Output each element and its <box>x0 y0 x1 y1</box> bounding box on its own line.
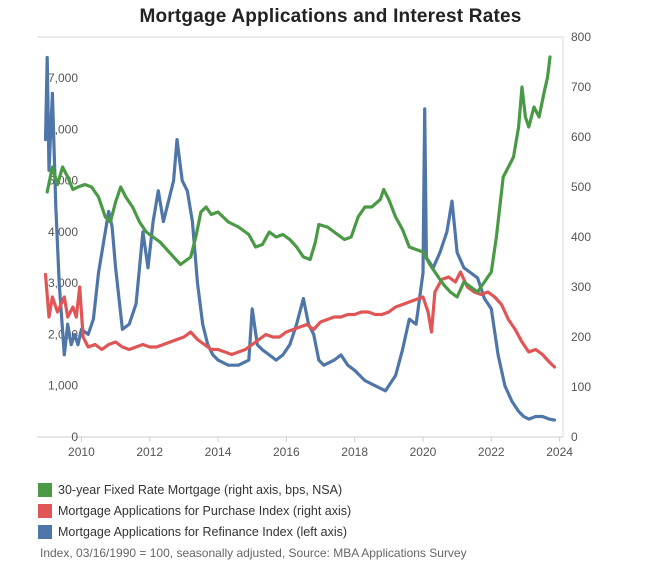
left-axis-tick-label: 7,000 <box>48 71 78 85</box>
right-axis-tick-label: 400 <box>571 230 591 244</box>
left-axis-tick-label: 4,000 <box>48 225 78 239</box>
chart-title: Mortgage Applications and Interest Rates <box>139 6 522 27</box>
right-axis-tick-label: 700 <box>571 80 591 94</box>
x-axis-tick-label: 2016 <box>273 445 300 459</box>
right-axis-tick-label: 0 <box>571 430 578 444</box>
series-line-refinance-index <box>43 55 557 422</box>
legend-label-purchase-index: Mortgage Applications for Purchase Index… <box>58 503 352 518</box>
legend: 30-year Fixed Rate Mortgage (right axis,… <box>38 480 351 543</box>
legend-label-refinance-index: Mortgage Applications for Refinance Inde… <box>58 524 348 539</box>
right-axis-tick-label: 500 <box>571 180 591 194</box>
legend-swatch-refinance-index <box>38 524 52 539</box>
x-axis-tick-label: 2012 <box>136 445 163 459</box>
x-axis-tick-label: 2014 <box>205 445 232 459</box>
x-axis-tick-label: 2010 <box>68 445 95 459</box>
legend-item-refinance-index[interactable]: Mortgage Applications for Refinance Inde… <box>38 522 351 541</box>
legend-swatch-purchase-index <box>38 503 52 518</box>
x-axis-tick-label: 2022 <box>478 445 505 459</box>
right-axis-tick-label: 100 <box>571 380 591 394</box>
series-line-fixed-rate <box>45 55 552 299</box>
chart-svg: 01,0002,0003,0004,0005,0006,0007,0000100… <box>37 30 591 459</box>
left-axis-tick-label: 1,000 <box>48 379 78 393</box>
x-axis-tick-label: 2020 <box>410 445 437 459</box>
left-axis-tick-label: 6,000 <box>48 122 78 136</box>
legend-item-fixed-rate[interactable]: 30-year Fixed Rate Mortgage (right axis,… <box>38 480 351 499</box>
left-axis-tick-label: 3,000 <box>48 276 78 290</box>
right-axis-tick-label: 800 <box>571 30 591 44</box>
right-axis-tick-label: 200 <box>571 330 591 344</box>
footnote: Index, 03/16/1990 = 100, seasonally adju… <box>40 546 467 560</box>
series-layer <box>43 55 557 422</box>
x-axis-tick-label: 2018 <box>341 445 368 459</box>
left-axis-tick-label: 5,000 <box>48 174 78 188</box>
right-axis-tick-label: 600 <box>571 130 591 144</box>
x-axis-tick-label: 2024 <box>546 445 573 459</box>
legend-swatch-fixed-rate <box>38 482 52 497</box>
legend-label-fixed-rate: 30-year Fixed Rate Mortgage (right axis,… <box>58 482 343 497</box>
left-axis-tick-label: 0 <box>71 430 78 444</box>
legend-item-purchase-index[interactable]: Mortgage Applications for Purchase Index… <box>38 501 351 520</box>
right-axis-tick-label: 300 <box>571 280 591 294</box>
